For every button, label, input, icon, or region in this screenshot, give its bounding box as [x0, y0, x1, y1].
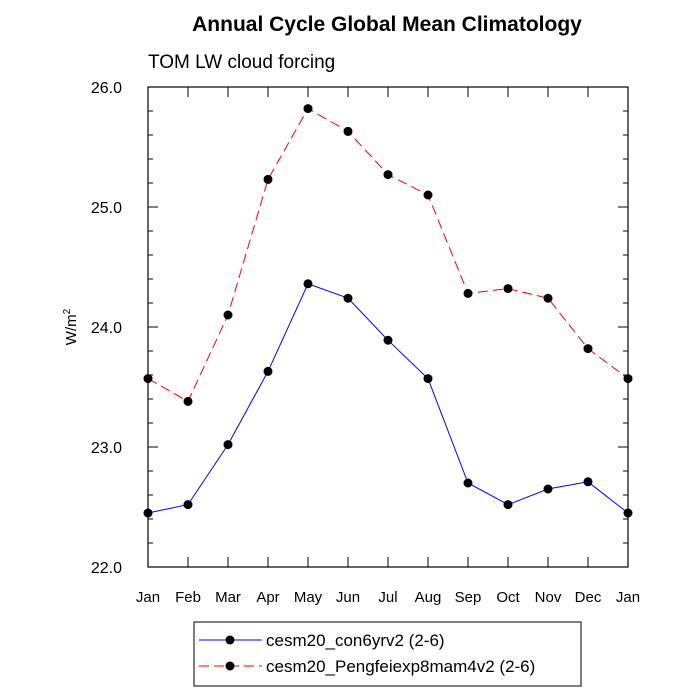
x-tick-label: Nov — [535, 589, 562, 606]
y-tick-label: 24.0 — [91, 320, 122, 337]
series-1-point — [343, 293, 353, 303]
y-tick-labels: 22.0 23.0 24.0 25.0 26.0 — [91, 80, 122, 577]
series-line-1 — [147, 283, 629, 514]
series-2-point — [583, 344, 593, 354]
legend-label-2: cesm20_Pengfeiexp8mam4v2 (2-6) — [266, 657, 535, 676]
y-axis-label-superscript: 2 — [62, 308, 73, 314]
x-tick-label: Sep — [455, 589, 482, 606]
x-tick-label: Dec — [575, 589, 602, 606]
series-2-point — [343, 126, 353, 136]
series-2-point — [423, 190, 433, 200]
x-tick-label: Apr — [256, 589, 279, 606]
series-2-point — [183, 396, 193, 406]
x-tick-labels: Jan Feb Mar Apr May Jun Jul Aug Sep Oct Nov Dec Jan — [136, 589, 640, 606]
series-1-point — [223, 440, 233, 450]
plot-frame — [147, 86, 629, 568]
y-tick-label: 26.0 — [91, 80, 122, 97]
series-layer — [143, 104, 633, 518]
x-tick-label: Mar — [215, 589, 241, 606]
x-tick-label: Aug — [415, 589, 442, 606]
legend: cesm20_con6yrv2 (2-6) cesm20_Pengfeiexp8m… — [193, 621, 582, 687]
series-1-point — [183, 500, 193, 510]
series-1-point — [583, 477, 593, 487]
x-tick-label: Jan — [616, 589, 640, 606]
y-axis-label: W/m2 — [62, 308, 80, 345]
svg-text:W/m2: W/m2 — [62, 308, 80, 345]
series-2-point — [263, 174, 273, 184]
y-tick-label: 22.0 — [91, 560, 122, 577]
series-1-point — [263, 366, 273, 376]
series-2-point — [303, 104, 313, 114]
x-tick-label: Jun — [336, 589, 360, 606]
series-2-point — [463, 288, 473, 298]
series-1-point — [543, 484, 553, 494]
x-tick-label: Jan — [136, 589, 160, 606]
series-1-point — [303, 279, 313, 289]
tick-marks — [147, 86, 629, 568]
x-tick-label: Oct — [496, 589, 520, 606]
series-1-point — [463, 478, 473, 488]
legend-marker-1 — [225, 635, 235, 645]
series-2-point — [223, 310, 233, 320]
legend-marker-2 — [225, 661, 235, 671]
series-2-point — [543, 293, 553, 303]
series-2-point — [383, 170, 393, 180]
series-line-2 — [147, 107, 629, 403]
chart-subtitle: TOM LW cloud forcing — [148, 52, 335, 73]
y-tick-label: 25.0 — [91, 200, 122, 217]
x-tick-label: May — [294, 589, 323, 606]
chart-title: Annual Cycle Global Mean Climatology — [192, 13, 582, 36]
y-axis-label-text: W/m — [63, 314, 80, 345]
series-2-point — [503, 284, 513, 294]
legend-box — [193, 621, 582, 687]
y-tick-label: 23.0 — [91, 440, 122, 457]
legend-label-1: cesm20_con6yrv2 (2-6) — [266, 631, 445, 650]
x-tick-label: Jul — [378, 589, 397, 606]
x-tick-label: Feb — [175, 589, 201, 606]
series-1-point — [423, 374, 433, 384]
series-1-point — [383, 335, 393, 345]
series-1-point — [503, 500, 513, 510]
